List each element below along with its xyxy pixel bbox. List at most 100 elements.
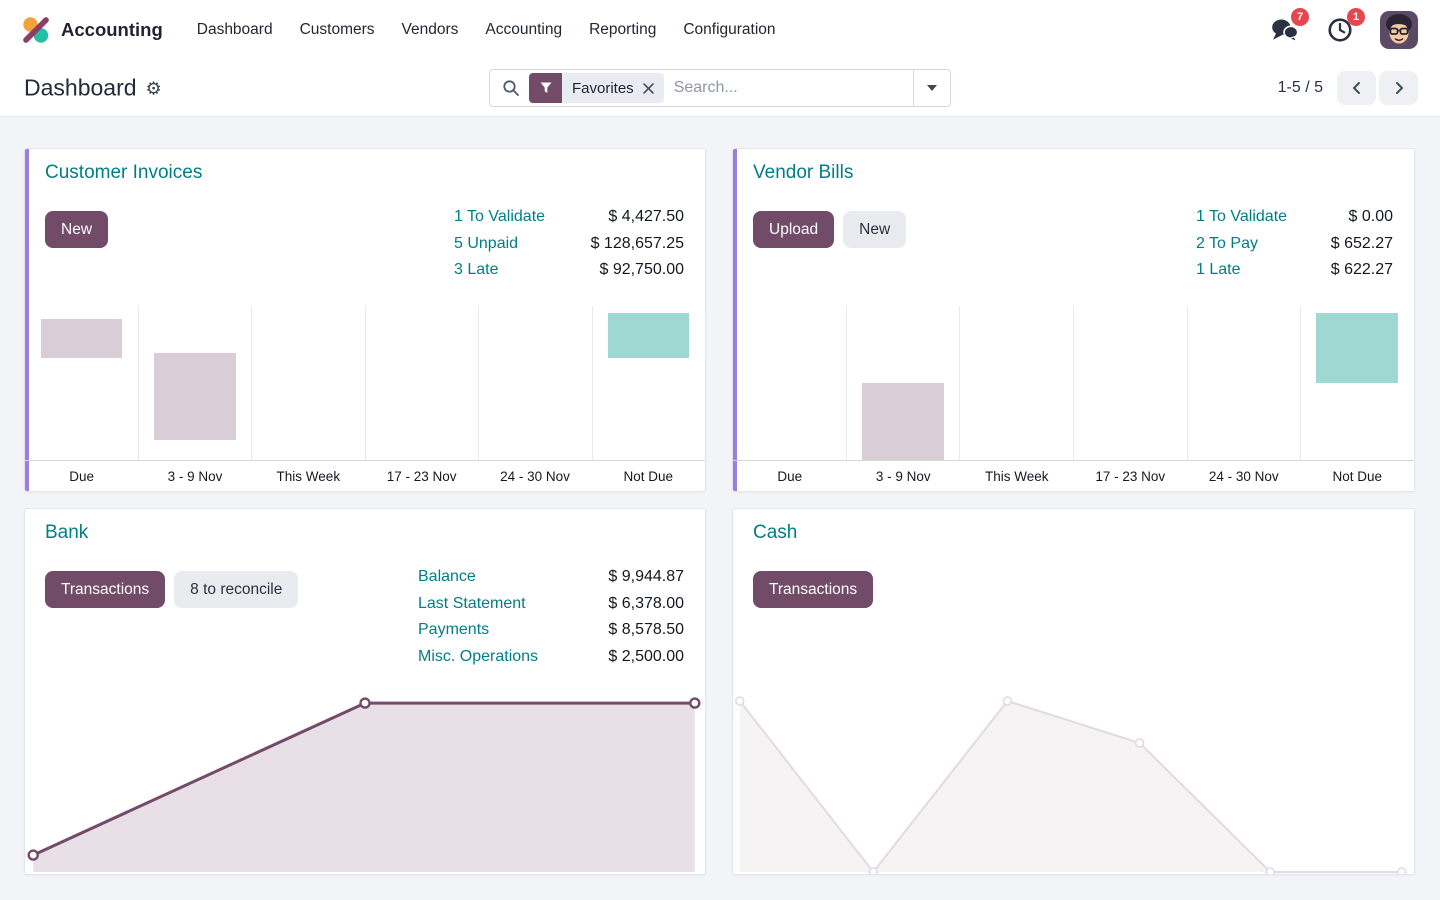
bar-not-due[interactable]: [607, 312, 690, 358]
chart-label: 17 - 23 Nov: [1095, 469, 1166, 484]
graph-point: [1134, 738, 1145, 748]
stat-row: 1 To Validate $ 4,427.50: [454, 208, 684, 235]
graph-point: [689, 697, 701, 709]
pager: 1-5 / 5: [1278, 71, 1418, 105]
stat-unpaid-amount: $ 128,657.25: [590, 234, 684, 252]
pager-previous-button[interactable]: [1337, 71, 1376, 105]
bar-not-due[interactable]: [1316, 312, 1399, 384]
chart-label: 3 - 9 Nov: [875, 469, 931, 484]
menu-reporting[interactable]: Reporting: [589, 21, 657, 38]
menu-customers[interactable]: Customers: [299, 21, 375, 38]
customer-invoices-bar-chart[interactable]: [25, 306, 705, 461]
customer-invoices-stats: 1 To Validate $ 4,427.50 5 Unpaid $ 128,…: [454, 208, 684, 288]
main-menu: Dashboard Customers Vendors Accounting R…: [197, 21, 776, 39]
chart-label: 3 - 9 Nov: [167, 469, 223, 484]
stat-late-amount: $ 92,750.00: [599, 261, 684, 278]
search-bar[interactable]: Favorites: [489, 69, 951, 107]
card-title-bank[interactable]: Bank: [45, 522, 89, 543]
search-facet-favorites: Favorites: [529, 73, 664, 103]
stat-last-statement-link[interactable]: Last Statement: [418, 594, 526, 612]
user-avatar[interactable]: [1380, 11, 1418, 49]
pager-value: 1-5 / 5: [1277, 79, 1323, 96]
messages-badge: 7: [1291, 8, 1309, 26]
stat-row: Last Statement $ 6,378.00: [418, 595, 684, 622]
stat-to-validate-amount: $ 4,427.50: [608, 208, 684, 225]
stat-late-link[interactable]: 1 Late: [1196, 261, 1241, 278]
chevron-left-icon: [1352, 82, 1360, 94]
chart-label: This Week: [984, 469, 1049, 484]
stat-row: 1 To Validate $ 0.00: [1196, 208, 1393, 235]
stat-to-pay-amount: $ 652.27: [1330, 234, 1393, 252]
menu-vendors[interactable]: Vendors: [401, 21, 459, 38]
stat-last-statement-amount: $ 6,378.00: [608, 594, 684, 612]
user-avatar-image: [1380, 11, 1418, 49]
card-accent-border: [25, 149, 29, 491]
menu-configuration[interactable]: Configuration: [683, 21, 776, 38]
remove-facet-icon[interactable]: [642, 82, 654, 94]
chart-label: This Week: [276, 469, 341, 484]
customer-invoices-card: Customer Invoices New 1 To Validate $ 4,…: [24, 148, 706, 492]
chart-label: Due: [777, 469, 803, 484]
bank-card: Bank Transactions 8 to reconcile Balance…: [24, 508, 706, 875]
graph-point: [735, 696, 745, 706]
navbar-systray: 7 1: [1268, 8, 1418, 49]
new-invoice-button[interactable]: New: [45, 211, 109, 248]
top-navbar: Accounting Dashboard Customers Vendors A…: [0, 0, 1440, 60]
search-input[interactable]: [663, 79, 913, 97]
search-icon: [502, 79, 520, 97]
stat-row: Balance $ 9,944.87: [418, 568, 684, 595]
graph-point: [27, 849, 39, 861]
cash-transactions-button[interactable]: Transactions: [753, 571, 874, 608]
vendor-bills-card: Vendor Bills Upload New 1 To Validate $ …: [732, 148, 1415, 492]
stat-late-link[interactable]: 3 Late: [454, 261, 499, 278]
graph-point: [359, 697, 371, 709]
graph-point: [868, 867, 879, 874]
stat-to-pay-link[interactable]: 2 To Pay: [1196, 234, 1258, 252]
bank-balance-graph[interactable]: [25, 685, 705, 875]
bar-due[interactable]: [40, 318, 123, 358]
card-title-vendor-bills[interactable]: Vendor Bills: [753, 162, 854, 183]
chart-label: Not Due: [623, 469, 674, 484]
menu-accounting[interactable]: Accounting: [485, 21, 563, 38]
page-title: Dashboard: [24, 74, 137, 101]
stat-balance-amount: $ 9,944.87: [608, 568, 684, 585]
graph-point: [1396, 867, 1407, 874]
stat-payments-link[interactable]: Payments: [418, 621, 490, 638]
chart-category-labels: Due 3 - 9 Nov This Week 17 - 23 Nov 24 -…: [25, 462, 705, 484]
stat-balance-link[interactable]: Balance: [418, 568, 476, 585]
stat-to-validate-link[interactable]: 1 To Validate: [454, 208, 546, 225]
stat-unpaid-link[interactable]: 5 Unpaid: [454, 234, 519, 252]
dashboard-content: Customer Invoices New 1 To Validate $ 4,…: [0, 117, 1440, 900]
chat-bubbles-icon: [1271, 19, 1299, 43]
to-reconcile-button[interactable]: 8 to reconcile: [174, 571, 299, 608]
graph-point: [1265, 867, 1276, 874]
menu-dashboard[interactable]: Dashboard: [196, 21, 273, 38]
app-name[interactable]: Accounting: [61, 19, 163, 40]
bar-3-9-nov[interactable]: [154, 352, 236, 441]
vendor-bills-bar-chart[interactable]: [733, 306, 1414, 461]
accounting-app-logo[interactable]: [22, 16, 50, 44]
stat-payments-amount: $ 8,578.50: [608, 621, 684, 638]
stat-row: 3 Late $ 92,750.00: [454, 261, 684, 288]
caret-down-icon: [927, 85, 937, 91]
chart-label: 17 - 23 Nov: [386, 469, 457, 484]
bar-3-9-nov[interactable]: [862, 383, 945, 460]
stat-to-validate-link[interactable]: 1 To Validate: [1196, 208, 1288, 225]
card-title-cash[interactable]: Cash: [753, 522, 798, 543]
upload-bill-button[interactable]: Upload: [753, 211, 835, 248]
chart-label: 24 - 30 Nov: [500, 469, 570, 484]
activities-button[interactable]: 1: [1324, 8, 1365, 45]
chart-label: Not Due: [1332, 469, 1383, 484]
search-options-toggle[interactable]: [913, 70, 950, 106]
pager-next-button[interactable]: [1379, 71, 1418, 105]
activities-badge: 1: [1347, 8, 1365, 26]
filter-funnel-icon: [529, 73, 562, 103]
messages-button[interactable]: 7: [1268, 8, 1309, 45]
stat-misc-operations-link[interactable]: Misc. Operations: [418, 647, 539, 665]
chart-gridlines: [25, 306, 705, 460]
dashboard-settings-gear-icon[interactable]: ⚙: [145, 78, 162, 98]
card-title-customer-invoices[interactable]: Customer Invoices: [45, 162, 203, 183]
bank-transactions-button[interactable]: Transactions: [45, 571, 166, 608]
cash-balance-graph[interactable]: [733, 678, 1414, 875]
new-bill-button[interactable]: New: [843, 211, 907, 248]
